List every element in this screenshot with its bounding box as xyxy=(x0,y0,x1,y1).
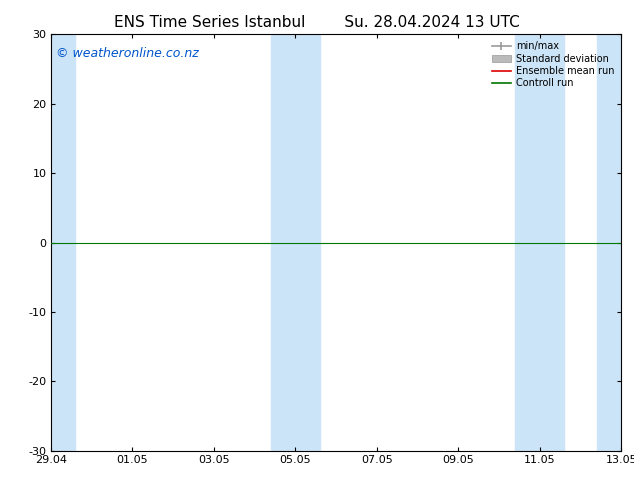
Text: ENS Time Series Istanbul        Su. 28.04.2024 13 UTC: ENS Time Series Istanbul Su. 28.04.2024 … xyxy=(114,15,520,30)
Legend: min/max, Standard deviation, Ensemble mean run, Controll run: min/max, Standard deviation, Ensemble me… xyxy=(489,39,616,90)
Bar xyxy=(271,34,320,451)
Bar xyxy=(597,34,625,451)
Bar xyxy=(515,34,564,451)
Bar xyxy=(47,34,75,451)
Text: © weatheronline.co.nz: © weatheronline.co.nz xyxy=(56,47,199,60)
